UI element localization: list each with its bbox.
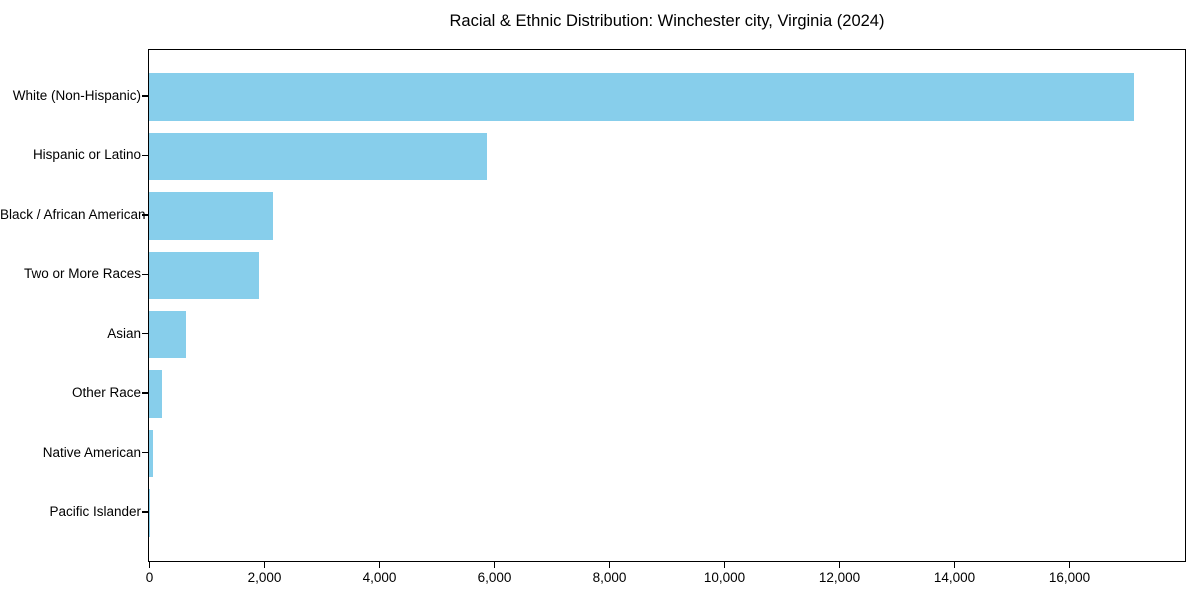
bar-2 [149, 192, 273, 240]
y-tick-label: Other Race [71, 385, 141, 401]
x-tick-mark [378, 562, 381, 568]
x-tick-label: 8,000 [592, 570, 627, 585]
y-tick-label: Two or More Races [23, 266, 141, 282]
bars-layer [149, 50, 1185, 561]
bar-5 [149, 370, 162, 418]
y-tick-label: White (Non-Hispanic) [12, 87, 141, 103]
x-tick-label: 12,000 [818, 570, 861, 585]
plot-area [148, 49, 1186, 562]
y-tick-label: Hispanic or Latino [32, 147, 141, 163]
bar-7 [149, 489, 150, 537]
x-tick-label: 0 [145, 570, 154, 585]
x-tick-mark [838, 562, 841, 568]
bar-3 [149, 251, 259, 300]
x-tick-mark [1068, 562, 1071, 568]
y-tick-label: Native American [42, 444, 141, 460]
x-tick-label: 16,000 [1048, 570, 1091, 585]
x-tick-label: 14,000 [933, 570, 976, 585]
chart-title: Racial & Ethnic Distribution: Winchester… [449, 12, 885, 30]
x-tick-mark [953, 562, 956, 568]
x-tick-label: 2,000 [247, 570, 282, 585]
bar-0 [149, 73, 1134, 121]
x-tick-mark [608, 562, 611, 568]
bar-4 [149, 310, 186, 359]
x-tick-mark [148, 562, 151, 568]
x-tick-label: 10,000 [703, 570, 746, 585]
y-tick-label: Pacific Islander [49, 504, 141, 520]
bar-1 [149, 132, 487, 181]
x-tick-mark [723, 562, 726, 568]
bar-6 [149, 429, 154, 478]
y-tick-label: Asian [107, 325, 141, 341]
x-tick-label: 6,000 [477, 570, 512, 585]
x-tick-mark [263, 562, 266, 568]
y-tick-label: Black / African American [0, 206, 146, 222]
x-tick-mark [493, 562, 496, 568]
x-tick-label: 4,000 [362, 570, 397, 585]
